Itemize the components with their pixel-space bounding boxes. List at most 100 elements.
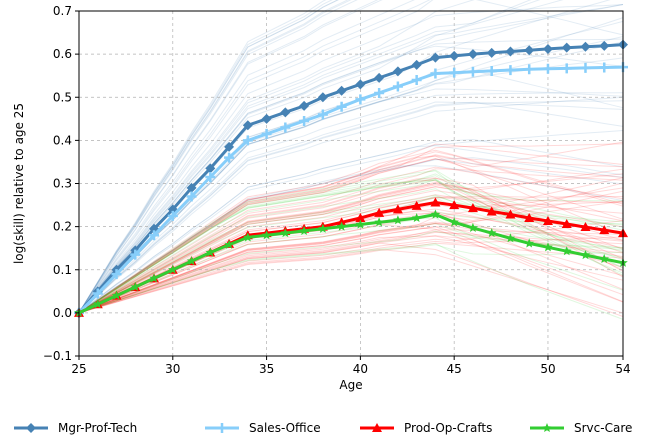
data-point [299,100,310,111]
data-point [224,239,234,249]
data-point [393,215,403,225]
series-mgr-prof-tech [74,39,628,318]
data-point [392,204,403,214]
background-line [78,143,624,314]
data-point [130,282,140,291]
background-line [78,223,624,314]
background-line [78,220,624,314]
data-point [374,207,385,217]
background-line [78,179,624,314]
background-line [78,45,624,314]
legend-label: Sales-Office [249,421,321,435]
background-line [78,158,624,314]
data-point [542,216,553,226]
background-line [78,0,340,314]
background-line [78,182,624,314]
background-line [78,0,532,314]
data-point [524,213,535,222]
data-point [318,223,328,233]
legend-marker [542,423,552,432]
background-line [78,0,349,314]
data-point [505,233,516,243]
data-point [242,120,253,131]
background-line [78,211,624,314]
background-line [78,0,333,314]
background-line [78,168,624,314]
background-line [78,0,383,314]
legend-label: Srvc-Care [574,421,632,435]
background-line [78,0,339,314]
data-point [430,52,441,63]
data-point [280,122,291,133]
data-point [317,92,328,103]
data-point [561,63,572,74]
data-point [580,250,591,260]
background-line [78,0,541,314]
data-point [580,41,591,52]
data-point [280,107,291,118]
background-line [78,244,624,314]
background-line [78,4,624,314]
background-line [78,200,624,314]
background-line [78,231,624,314]
y-tick-label: 0.2 [53,220,72,234]
background-line [78,154,624,314]
background-line [78,179,624,314]
data-point [355,219,366,229]
data-point [92,288,103,299]
data-point [543,242,553,252]
background-line [78,4,624,314]
background-line [78,92,624,314]
data-point [599,254,609,263]
data-point [336,221,347,231]
data-point [561,219,572,229]
legend: Mgr-Prof-Tech Sales-Office Prod-Op-Crafts S… [14,421,632,435]
background-line [78,222,624,314]
data-point [186,256,197,266]
data-point [168,264,178,274]
y-tick-label: 0.0 [53,306,72,320]
y-tick-label: 0.5 [53,90,72,104]
x-tick-label: 45 [447,362,462,376]
legend-label: Mgr-Prof-Tech [58,421,137,435]
data-point [374,72,385,83]
background-line [78,179,624,314]
y-tick-label: 0.3 [53,177,72,191]
legend-marker [372,423,382,432]
background-line [78,0,475,314]
background-line [78,236,624,314]
background-line [78,175,624,314]
data-point [392,66,403,77]
x-tick-label: 25 [71,362,86,376]
data-point [280,228,291,238]
background-line [78,155,624,314]
data-point [505,209,516,219]
data-point [374,87,385,98]
background-line [78,165,624,314]
data-point [111,290,122,300]
data-point [562,246,572,256]
data-point [336,101,347,112]
background-line [78,226,624,314]
data-point [467,203,478,213]
data-point [599,225,610,235]
background-line [78,242,624,320]
legend-item: Sales-Office [205,421,321,435]
data-point [205,163,216,174]
data-point [224,152,235,163]
background-line [78,157,624,314]
data-point [261,128,272,139]
y-tick-label: 0.6 [53,47,72,61]
background-line [78,242,624,314]
data-point [524,238,534,248]
data-point [167,210,178,221]
y-tick-label: −0.1 [43,349,72,363]
data-point [93,299,103,309]
background-line [78,36,624,314]
data-point [411,213,422,222]
background-line [78,38,624,314]
background-line [78,101,624,314]
data-point [449,217,459,227]
background-line [78,225,624,314]
data-point [561,42,572,53]
